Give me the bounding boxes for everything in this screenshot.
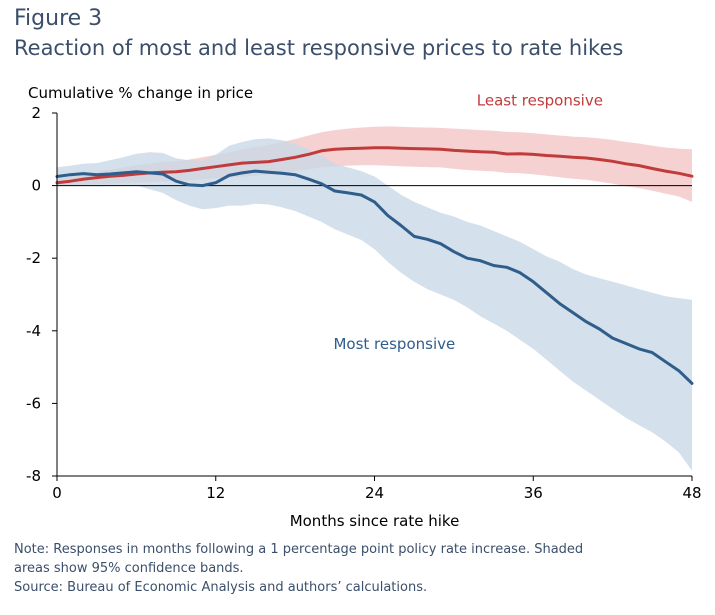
confidence-bands	[57, 126, 692, 471]
y-tick-label: 0	[31, 177, 41, 195]
x-tick-label: 0	[52, 484, 62, 502]
source-line: Source: Bureau of Economic Analysis and …	[14, 580, 428, 595]
chart: 2 0 -2 -4 -6 -8 0 12 24 36 48 Cumulative % change …	[26, 84, 702, 530]
y-tick-label: -4	[26, 322, 41, 340]
most-confidence-band	[57, 138, 692, 471]
y-tick-label: -2	[26, 249, 41, 267]
least-responsive-line	[55, 146, 694, 185]
chart-title: Reaction of most and least responsive pr…	[14, 36, 624, 60]
x-tick-label: 12	[206, 484, 225, 502]
y-axis-title: Cumulative % change in price	[28, 84, 253, 102]
y-tick-label: -8	[26, 467, 41, 485]
series-lines	[55, 146, 694, 385]
x-tick-label: 36	[524, 484, 543, 502]
y-tick-label: -6	[26, 394, 41, 412]
least-responsive-label: Least responsive	[477, 92, 603, 110]
figure-label: Figure 3	[14, 6, 103, 31]
least-confidence-band	[57, 126, 692, 202]
y-tick-label: 2	[31, 104, 41, 122]
axes: 2 0 -2 -4 -6 -8 0 12 24 36 48	[26, 104, 702, 502]
chart-notes: Note: Responses in months following a 1 …	[14, 540, 704, 597]
note-line: areas show 95% confidence bands.	[14, 561, 244, 576]
x-tick-label: 24	[365, 484, 384, 502]
x-axis-title: Months since rate hike	[290, 512, 460, 530]
chart-labels: Cumulative % change in price Months since…	[28, 84, 603, 530]
x-tick-label: 48	[682, 484, 701, 502]
most-responsive-label: Most responsive	[333, 335, 455, 353]
most-responsive-line	[55, 169, 694, 385]
note-line: Note: Responses in months following a 1 …	[14, 542, 584, 557]
